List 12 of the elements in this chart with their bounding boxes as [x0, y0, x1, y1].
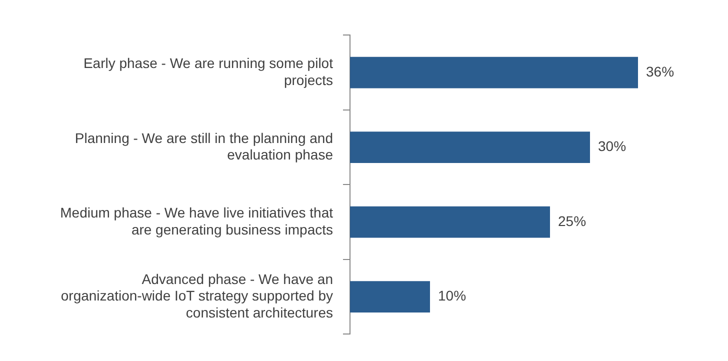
bar: [350, 281, 430, 313]
y-tick-label: Planning - We are still in the planning and evaluation phase: [74, 130, 334, 163]
data-label: 36%: [646, 63, 674, 80]
y-tick-label: Advanced phase - We have an organization-wide IoT strategy supported by consistent architectures: [60, 270, 333, 320]
data-label: 30%: [598, 138, 626, 154]
y-tick-label: Medium phase - We have live initiatives that are generating business impacts: [60, 204, 334, 238]
y-tick-label: Early phase - We are running some pilot projects: [83, 55, 334, 88]
data-label: 25%: [558, 212, 586, 229]
data-label: 10%: [438, 288, 466, 304]
bar: [350, 132, 590, 164]
bar: [350, 56, 638, 88]
bar: [350, 206, 550, 238]
